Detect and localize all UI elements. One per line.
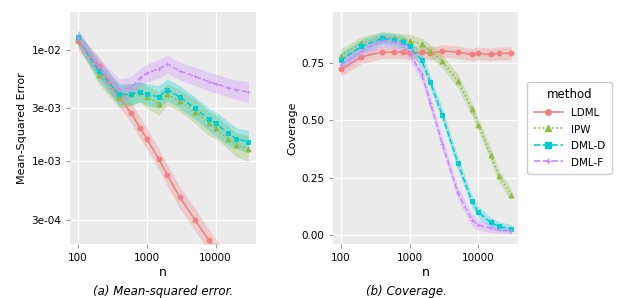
Y-axis label: Mean-Squared Error: Mean-Squared Error — [17, 72, 28, 184]
Text: (b) Coverage.: (b) Coverage. — [366, 285, 447, 298]
Text: (a) Mean-squared error.: (a) Mean-squared error. — [93, 285, 233, 298]
X-axis label: n: n — [422, 266, 430, 279]
X-axis label: n: n — [159, 266, 167, 279]
Y-axis label: Coverage: Coverage — [287, 101, 297, 155]
Legend: LDML, IPW, DML-D, DML-F: LDML, IPW, DML-D, DML-F — [527, 82, 612, 174]
